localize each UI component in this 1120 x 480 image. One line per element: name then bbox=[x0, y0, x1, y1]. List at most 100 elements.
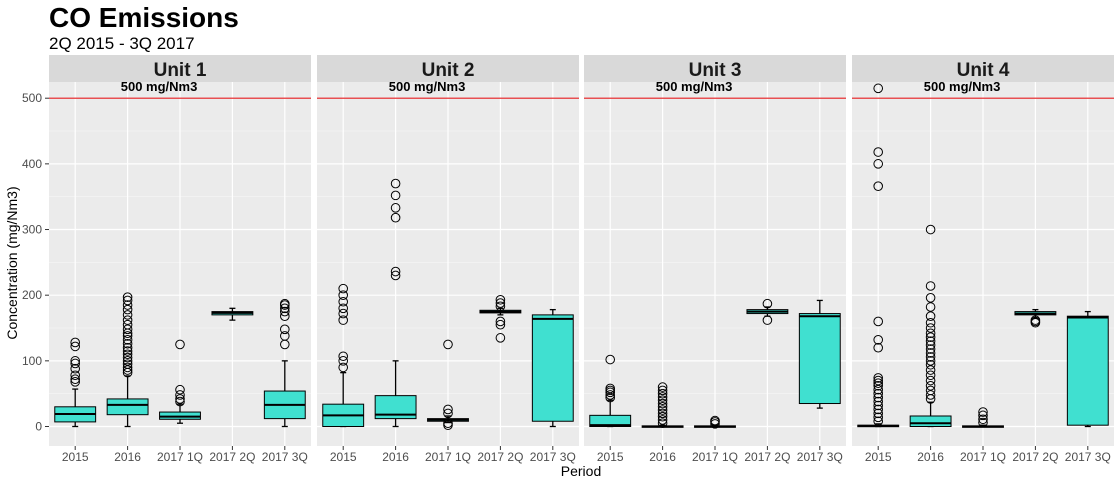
outlier-point bbox=[122, 349, 133, 360]
boxplot bbox=[106, 292, 149, 428]
outlier-point bbox=[925, 370, 936, 381]
outlier-point bbox=[70, 377, 80, 387]
x-tick-label: 2017 3Q bbox=[1065, 450, 1111, 464]
outlier-point bbox=[657, 418, 668, 429]
facet-strip-label: Unit 4 bbox=[957, 60, 1010, 81]
outlier-point bbox=[390, 270, 401, 281]
box bbox=[798, 313, 841, 405]
outlier-point bbox=[122, 295, 133, 306]
outlier-point bbox=[70, 374, 80, 385]
outlier-point bbox=[925, 385, 936, 396]
outlier-point bbox=[925, 365, 936, 375]
outlier-point bbox=[122, 335, 133, 345]
outlier-point bbox=[338, 308, 349, 319]
y-tick-label: 200 bbox=[22, 288, 42, 302]
x-tick-label: 2017 2Q bbox=[744, 450, 790, 464]
outlier-point bbox=[873, 408, 884, 419]
outlier-point bbox=[122, 324, 133, 335]
outlier-point bbox=[443, 339, 453, 350]
outlier-point bbox=[873, 404, 884, 415]
boxplot bbox=[909, 224, 952, 428]
x-tick-label: 2017 1Q bbox=[157, 450, 203, 464]
outlier-point bbox=[122, 356, 133, 366]
x-axis-label: Period bbox=[561, 463, 601, 479]
x-tick-label: 2017 1Q bbox=[425, 450, 471, 464]
outlier-point bbox=[70, 358, 80, 369]
outlier-point bbox=[925, 352, 936, 362]
outlier-point bbox=[70, 341, 80, 352]
outlier-point bbox=[873, 392, 884, 403]
y-axis-label: Concentration (mg/Nm3) bbox=[4, 186, 20, 339]
facet-strip bbox=[317, 55, 579, 82]
outlier-point bbox=[925, 328, 936, 339]
outlier-point bbox=[338, 315, 349, 325]
outlier-point bbox=[925, 380, 936, 391]
outlier-point bbox=[443, 418, 453, 429]
outlier-point bbox=[873, 181, 884, 191]
outlier-point bbox=[338, 290, 349, 300]
outlier-point bbox=[280, 331, 290, 341]
outlier-point bbox=[873, 416, 884, 427]
outlier-point bbox=[280, 306, 290, 317]
boxplot bbox=[1014, 308, 1057, 328]
outlier-point bbox=[657, 398, 668, 409]
outlier-point bbox=[925, 281, 936, 291]
outlier-point bbox=[495, 316, 506, 327]
outlier-point bbox=[873, 378, 884, 388]
outlier-point bbox=[122, 315, 133, 325]
x-tick-label: 2017 2Q bbox=[1012, 450, 1058, 464]
outlier-point bbox=[280, 324, 290, 335]
outlier-point bbox=[122, 292, 133, 302]
outlier-point bbox=[338, 356, 349, 366]
boxplot bbox=[857, 83, 900, 428]
outlier-point bbox=[70, 356, 80, 366]
outlier-point bbox=[390, 212, 401, 223]
boxplot bbox=[322, 283, 365, 428]
outlier-point bbox=[122, 359, 133, 369]
outlier-point bbox=[605, 354, 616, 365]
outlier-point bbox=[390, 190, 401, 201]
boxplot bbox=[374, 178, 417, 428]
outlier-point bbox=[657, 411, 668, 422]
x-tick-label: 2015 bbox=[330, 450, 357, 464]
outlier-point bbox=[873, 373, 884, 383]
y-tick-label: 500 bbox=[22, 91, 42, 105]
y-axis: 0 100 200 300 400 500 bbox=[22, 91, 49, 434]
outlier-point bbox=[338, 362, 349, 373]
outlier-point bbox=[605, 390, 616, 400]
box bbox=[589, 414, 632, 427]
facet-strip-label: Unit 1 bbox=[154, 60, 207, 81]
boxplot bbox=[1066, 310, 1109, 428]
outlier-point bbox=[873, 335, 884, 345]
outlier-point bbox=[978, 414, 988, 425]
outlier-point bbox=[338, 296, 349, 307]
outlier-point bbox=[390, 178, 401, 189]
outlier-point bbox=[925, 344, 936, 354]
outlier-point bbox=[122, 319, 133, 330]
outlier-point bbox=[175, 384, 185, 395]
chart-title: CO Emissions bbox=[49, 2, 239, 33]
outlier-point bbox=[657, 415, 668, 425]
outlier-point bbox=[495, 333, 506, 343]
outlier-point bbox=[605, 392, 616, 403]
outlier-point bbox=[873, 375, 884, 386]
y-tick-label: 100 bbox=[22, 354, 42, 368]
facet-strip bbox=[852, 55, 1114, 82]
outlier-point bbox=[175, 390, 185, 400]
boxplot bbox=[694, 415, 736, 429]
outlier-point bbox=[1030, 315, 1041, 325]
outlier-point bbox=[443, 408, 453, 419]
outlier-point bbox=[657, 408, 668, 419]
outlier-point bbox=[495, 301, 506, 312]
boxplot bbox=[263, 298, 306, 428]
outlier-point bbox=[873, 342, 884, 353]
outlier-point bbox=[122, 310, 133, 320]
outlier-point bbox=[925, 356, 936, 366]
x-tick-label: 2017 2Q bbox=[209, 450, 255, 464]
reference-line-label: 500 mg/Nm3 bbox=[389, 79, 466, 94]
